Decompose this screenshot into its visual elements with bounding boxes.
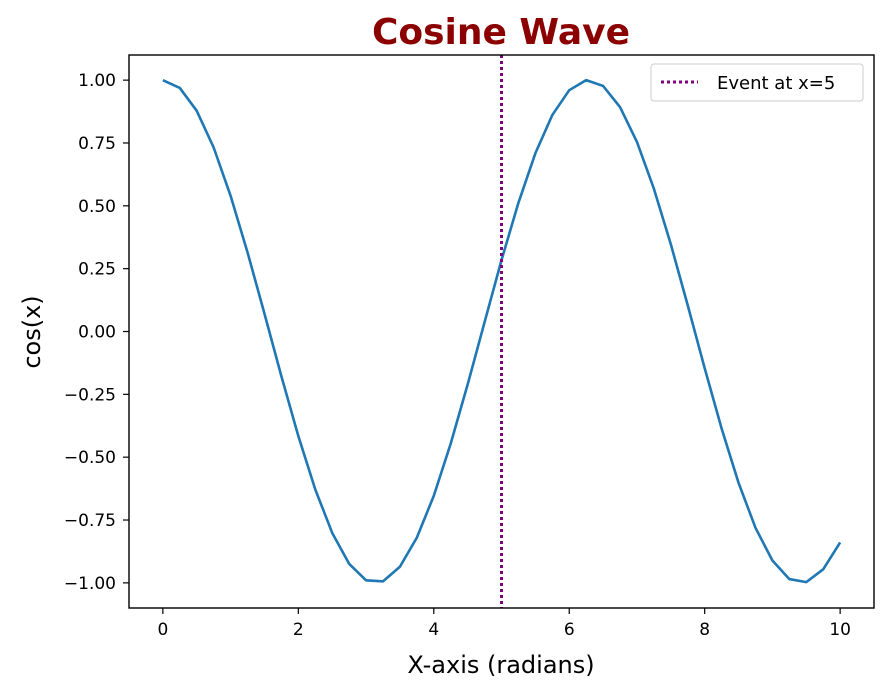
y-tick-label: 0.75 [78, 134, 116, 154]
y-axis: 1.00 0.75 0.50 0.25 0.00 −0.25 −0.50 −0.75 −1.00 [64, 71, 129, 594]
y-tick-label: 0.25 [78, 260, 116, 280]
plot-area [162, 55, 842, 608]
x-axis-label: X-axis (radians) [407, 651, 594, 679]
y-tick-label: −0.50 [64, 448, 116, 468]
x-axis: 0 2 4 6 8 10 [157, 608, 851, 640]
y-axis-label: cos(x) [18, 295, 46, 368]
x-tick-label: 8 [699, 620, 710, 640]
legend-label: Event at x=5 [717, 73, 835, 94]
legend: Event at x=5 [650, 63, 864, 102]
y-tick-label: 1.00 [78, 71, 116, 91]
x-tick-label: 10 [829, 620, 851, 640]
y-tick-label: 0.50 [78, 197, 116, 217]
x-tick-label: 4 [428, 620, 439, 640]
y-tick-label: −0.75 [64, 511, 116, 531]
x-tick-label: 6 [564, 620, 575, 640]
y-tick-label: −0.25 [64, 385, 116, 405]
x-tick-label: 2 [293, 620, 304, 640]
y-tick-label: −1.00 [64, 574, 116, 594]
chart-title: Cosine Wave [372, 12, 630, 53]
y-tick-label: 0.00 [78, 323, 116, 343]
legend-box [650, 63, 864, 102]
x-tick-label: 0 [157, 620, 168, 640]
